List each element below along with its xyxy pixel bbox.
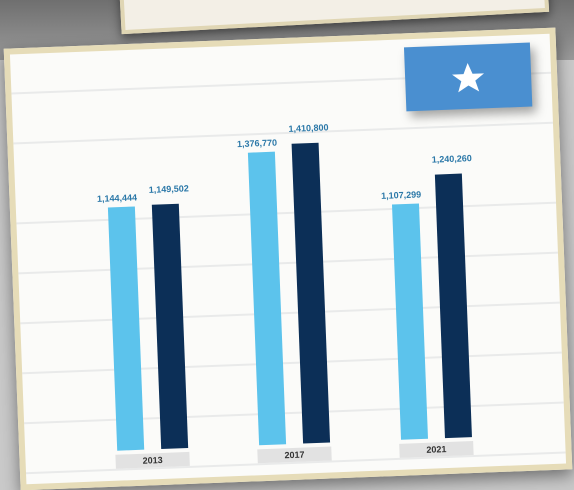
star: [452, 62, 485, 93]
value-label: 1,144,444: [97, 192, 137, 204]
bar: [291, 142, 331, 444]
value-label: 1,376,770: [237, 138, 277, 150]
bar: [151, 203, 189, 450]
flag-star: [452, 62, 485, 93]
bar: [391, 203, 429, 440]
x-tick-label: 2017: [284, 450, 304, 461]
x-tick-label: 2013: [142, 455, 162, 466]
category-box: [399, 441, 474, 458]
chart: 2013 1,144,444 1,149,502 2017 1,376,770 1,410…: [97, 122, 474, 469]
bar: [247, 151, 287, 446]
bar: [434, 173, 472, 439]
category-box: [257, 446, 332, 464]
value-label: 1,410,800: [288, 122, 328, 134]
value-label: 1,149,502: [149, 183, 189, 195]
value-label: 1,107,299: [381, 189, 421, 201]
x-tick-label: 2021: [426, 444, 446, 455]
flag: [403, 42, 533, 112]
value-label: 1,240,260: [432, 153, 472, 165]
chart-card: 2013 1,144,444 1,149,502 2017 1,376,770 1,410…: [3, 27, 573, 490]
category-box: [115, 451, 190, 469]
bar: [107, 206, 145, 451]
